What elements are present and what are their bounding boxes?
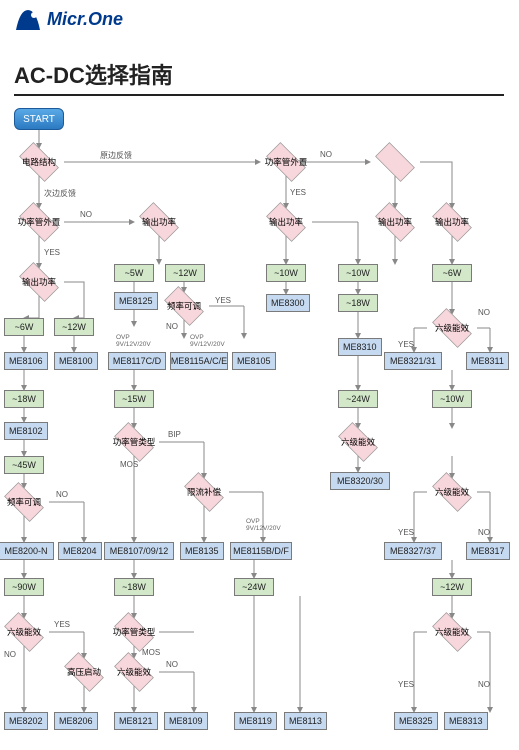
part-me8115b: ME8115B/D/F bbox=[230, 542, 292, 560]
part-me8135: ME8135 bbox=[180, 542, 224, 560]
decision-outpow-b: 输出功率 bbox=[261, 208, 311, 236]
edge-no-7: NO bbox=[4, 650, 16, 659]
box-6w-a: ~6W bbox=[432, 264, 472, 282]
part-me8121: ME8121 bbox=[114, 712, 158, 730]
decision-hvstart: 高压启动 bbox=[59, 658, 109, 686]
part-me8125: ME8125 bbox=[114, 292, 158, 310]
part-me8105: ME8105 bbox=[232, 352, 276, 370]
part-me8327: ME8327/37 bbox=[384, 542, 442, 560]
decision-level6-e: 六级能效 bbox=[427, 618, 477, 646]
box-45w: ~45W bbox=[4, 456, 44, 474]
ovp-note-1: OVP9V/12V/20V bbox=[116, 334, 151, 348]
edge-no-4: NO bbox=[478, 308, 490, 317]
box-24w-a: ~24W bbox=[338, 390, 378, 408]
ovp-note-3: OVP9V/12V/20V bbox=[246, 518, 281, 532]
edge-yes-3: YES bbox=[215, 296, 231, 305]
edge-bip: BIP bbox=[168, 430, 181, 439]
decision-level6-a: 六级能效 bbox=[427, 314, 477, 342]
flowchart: START 电路结构 原边反馈 功率管外置 NO 次边反馈 YES 功率管外置 … bbox=[0, 100, 519, 750]
part-me8100: ME8100 bbox=[54, 352, 98, 370]
box-10w-c: ~10W bbox=[432, 390, 472, 408]
box-18w-b: ~18W bbox=[4, 390, 44, 408]
decision-level6-d: 六级能效 bbox=[0, 618, 49, 646]
decision-pmext-2: 功率管外置 bbox=[14, 208, 64, 236]
box-90w: ~90W bbox=[4, 578, 44, 596]
edge-no-8: NO bbox=[166, 660, 178, 669]
edge-yes-1: YES bbox=[290, 188, 306, 197]
decision-level6-c: 六级能效 bbox=[427, 478, 477, 506]
decision-level6-b: 六级能效 bbox=[333, 428, 383, 456]
part-me8321: ME8321/31 bbox=[384, 352, 442, 370]
edge-mos-2: MOS bbox=[142, 648, 160, 657]
part-me8202: ME8202 bbox=[4, 712, 48, 730]
part-me8109: ME8109 bbox=[164, 712, 208, 730]
edge-yes-4: YES bbox=[398, 340, 414, 349]
box-5w: ~5W bbox=[114, 264, 154, 282]
page-title: AC-DC选择指南 bbox=[14, 58, 504, 96]
part-me8204: ME8204 bbox=[58, 542, 102, 560]
box-12w-b: ~12W bbox=[54, 318, 94, 336]
decision-circuit: 电路结构 bbox=[14, 148, 64, 176]
decision-outpow-c: 输出功率 bbox=[370, 208, 420, 236]
decision-pmtype-b: 功率管类型 bbox=[109, 618, 159, 646]
box-18w-a: ~18W bbox=[338, 294, 378, 312]
edge-yes-6: YES bbox=[54, 620, 70, 629]
decision-freqadj-b: 频率可调 bbox=[0, 488, 49, 516]
edge-yes-7: YES bbox=[398, 680, 414, 689]
part-me8106: ME8106 bbox=[4, 352, 48, 370]
edge-mos-1: MOS bbox=[120, 460, 138, 469]
box-10w-a: ~10W bbox=[266, 264, 306, 282]
part-me8107: ME8107/09/12 bbox=[104, 542, 174, 560]
ovp-note-2: OVP9V/12V/20V bbox=[190, 334, 225, 348]
decision-currcomp: 限流补偿 bbox=[179, 478, 229, 506]
box-12w-c: ~12W bbox=[432, 578, 472, 596]
part-me8313: ME8313 bbox=[444, 712, 488, 730]
box-12w-a: ~12W bbox=[165, 264, 205, 282]
part-me8200n: ME8200-N bbox=[0, 542, 54, 560]
brand-text: Micr.One bbox=[47, 9, 123, 29]
decision-pmext-1: 功率管外置 bbox=[261, 148, 311, 176]
edge-no-3: NO bbox=[166, 322, 178, 331]
edge-yes-2: YES bbox=[44, 248, 60, 257]
part-me8317: ME8317 bbox=[466, 542, 510, 560]
box-24w-b: ~24W bbox=[234, 578, 274, 596]
edge-no-5: NO bbox=[56, 490, 68, 499]
part-me8325: ME8325 bbox=[394, 712, 438, 730]
box-18w-c: ~18W bbox=[114, 578, 154, 596]
decision-outpow-d: 输出功率 bbox=[427, 208, 477, 236]
part-me8113: ME8113 bbox=[284, 712, 327, 730]
brand-logo: Micr.One bbox=[14, 8, 123, 32]
decision-level6-f: 六级能效 bbox=[109, 658, 159, 686]
box-6w-b: ~6W bbox=[4, 318, 44, 336]
decision-outpow-a: 输出功率 bbox=[134, 208, 184, 236]
part-me8117: ME8117C/D bbox=[108, 352, 166, 370]
part-me8119: ME8119 bbox=[234, 712, 277, 730]
part-me8310: ME8310 bbox=[338, 338, 382, 356]
edge-pb-return: 原边反馈 bbox=[100, 150, 132, 161]
part-me8206: ME8206 bbox=[54, 712, 98, 730]
edge-no-6: NO bbox=[478, 528, 490, 537]
part-me8300: ME8300 bbox=[266, 294, 310, 312]
edge-no-1: NO bbox=[320, 150, 332, 159]
box-10w-b: ~10W bbox=[338, 264, 378, 282]
decision-nolabel-1 bbox=[370, 148, 420, 176]
decision-pmtype-a: 功率管类型 bbox=[109, 428, 159, 456]
edge-ci-return: 次边反馈 bbox=[44, 188, 76, 199]
start-node: START bbox=[14, 108, 64, 130]
edge-no-2: NO bbox=[80, 210, 92, 219]
edge-yes-5: YES bbox=[398, 528, 414, 537]
part-me8320: ME8320/30 bbox=[330, 472, 390, 490]
decision-freqadj-a: 频率可调 bbox=[159, 292, 209, 320]
part-me8102: ME8102 bbox=[4, 422, 48, 440]
part-me8115a: ME8115A/C/E bbox=[170, 352, 228, 370]
box-15w: ~15W bbox=[114, 390, 154, 408]
decision-outpow-e: 输出功率 bbox=[14, 268, 64, 296]
edge-no-9: NO bbox=[478, 680, 490, 689]
part-me8311: ME8311 bbox=[466, 352, 509, 370]
